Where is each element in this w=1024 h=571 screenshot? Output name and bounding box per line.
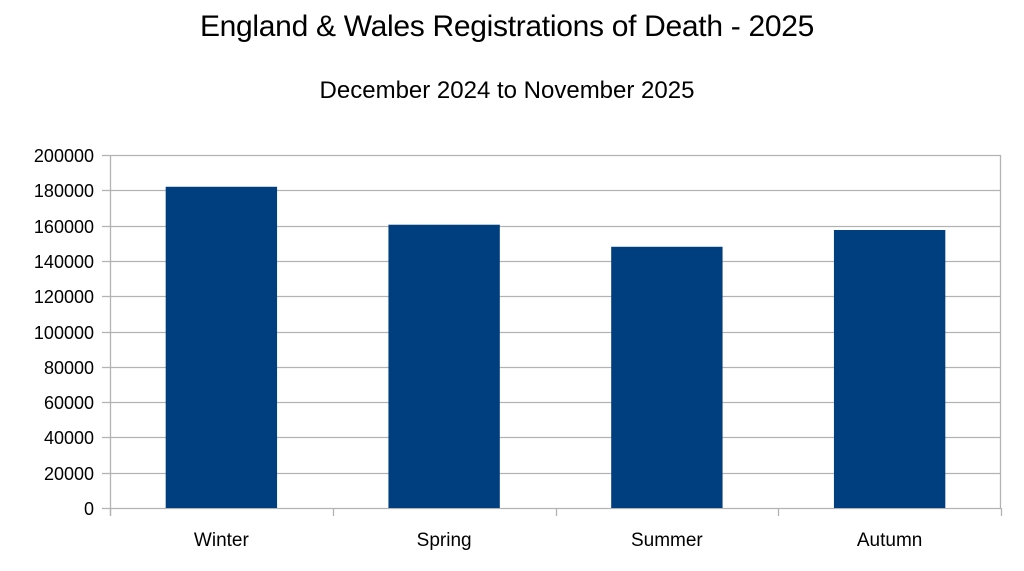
y-tick-label: 40000 <box>44 428 94 448</box>
y-tick-label: 0 <box>84 499 94 519</box>
y-tick-label: 160000 <box>34 217 94 237</box>
y-tick-label: 200000 <box>34 146 94 166</box>
x-tick-label: Autumn <box>857 530 922 551</box>
y-tick-label: 140000 <box>34 252 94 272</box>
bar-autumn <box>833 230 946 508</box>
y-tick-label: 180000 <box>34 181 94 201</box>
bar-winter <box>165 186 278 508</box>
x-tick-label: Spring <box>417 530 472 551</box>
axes <box>102 154 1003 516</box>
bars <box>165 186 946 508</box>
y-tick-label: 20000 <box>44 464 94 484</box>
chart-title: England & Wales Registrations of Death -… <box>199 10 815 43</box>
y-tick-label: 100000 <box>34 323 94 343</box>
bar-spring <box>388 224 500 508</box>
y-tick-label: 60000 <box>44 393 94 413</box>
y-tick-label: 120000 <box>34 287 94 307</box>
y-tick-label: 80000 <box>44 358 94 378</box>
x-tick-label: Winter <box>194 530 250 551</box>
chart-subtitle: December 2024 to November 2025 <box>319 77 695 104</box>
x-tick-labels: Winter Spring Summer Autumn <box>194 530 922 551</box>
y-tick-labels: 0 20000 40000 60000 80000 100000 120000 140000 1… <box>34 146 94 519</box>
x-tick-label: Summer <box>631 530 703 551</box>
bar-summer <box>611 246 723 508</box>
